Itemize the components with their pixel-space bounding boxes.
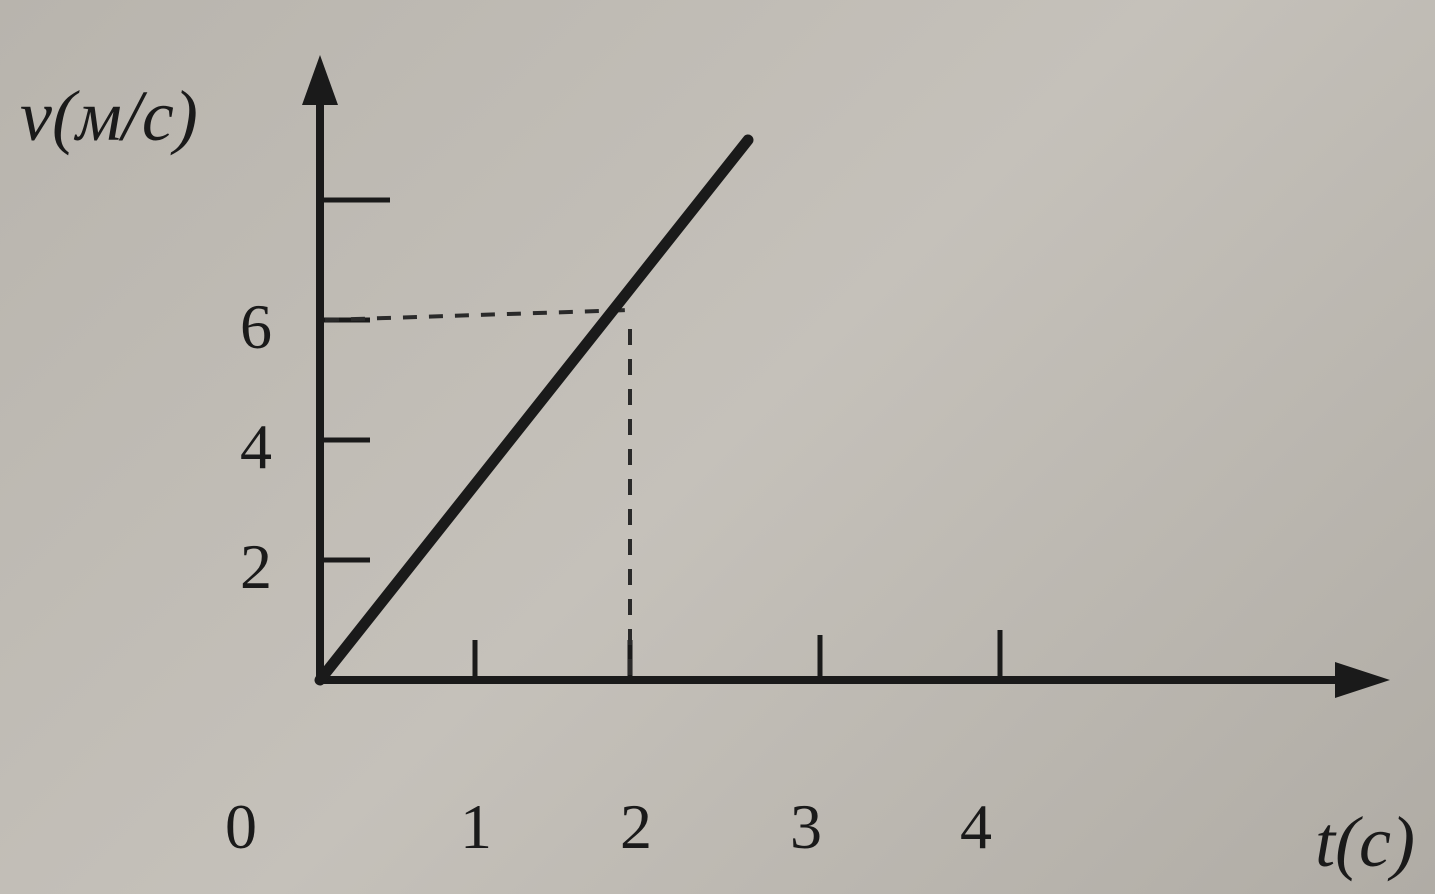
x-tick-label-2: 2 <box>620 790 652 864</box>
x-tick-label-3: 3 <box>790 790 822 864</box>
y-axis-label: v(м/c) <box>20 75 198 158</box>
y-tick-label-6: 6 <box>240 290 272 364</box>
velocity-time-chart: v(м/c) t(c) 2 4 6 0 1 2 3 4 <box>0 0 1435 894</box>
x-axis-label: t(c) <box>1315 801 1415 884</box>
y-tick-label-2: 2 <box>240 530 272 604</box>
data-line <box>320 140 748 680</box>
y-tick-label-4: 4 <box>240 410 272 484</box>
x-tick-label-4: 4 <box>960 790 992 864</box>
dash-horizontal <box>325 310 630 320</box>
y-axis-arrow <box>302 55 338 105</box>
origin-label: 0 <box>225 790 257 864</box>
chart-svg <box>0 0 1435 894</box>
x-tick-label-1: 1 <box>460 790 492 864</box>
x-axis-arrow <box>1335 662 1390 698</box>
